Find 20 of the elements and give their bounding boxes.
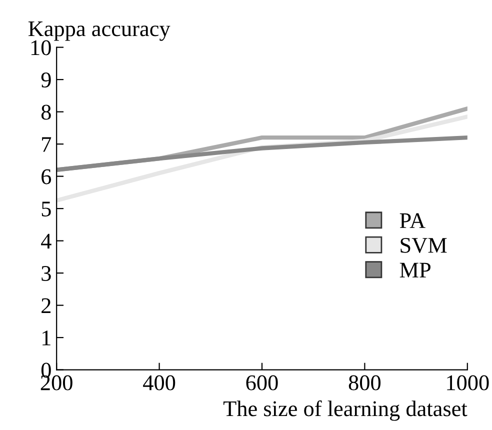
legend-label: SVM [400, 238, 447, 253]
y-tick-label: 6 [42, 169, 52, 184]
y-tick-label: 5 [42, 202, 51, 216]
legend-label: PA [400, 213, 426, 228]
x-axis-title: The size of learning dataset [223, 400, 468, 421]
y-tick-label: 7 [42, 137, 52, 152]
x-tick-label: 800 [348, 375, 381, 390]
x-tick-label: 600 [246, 375, 278, 390]
y-tick-label: 1 [42, 330, 50, 346]
line-series [56, 136, 468, 172]
y-tick-label: 8 [41, 104, 51, 120]
y-axis-title: Kappa accuracy [28, 22, 170, 41]
y-tick-label: 4 [41, 234, 52, 249]
y-tick-label: 9 [41, 72, 51, 88]
y-tick-label: 3 [42, 266, 51, 281]
y-tick-label: 10 [31, 40, 51, 56]
y-tick-label: 2 [42, 298, 50, 314]
x-tick-label: 400 [143, 375, 176, 390]
x-tick-label: 1000 [447, 375, 489, 390]
legend-label: MP [400, 262, 430, 278]
